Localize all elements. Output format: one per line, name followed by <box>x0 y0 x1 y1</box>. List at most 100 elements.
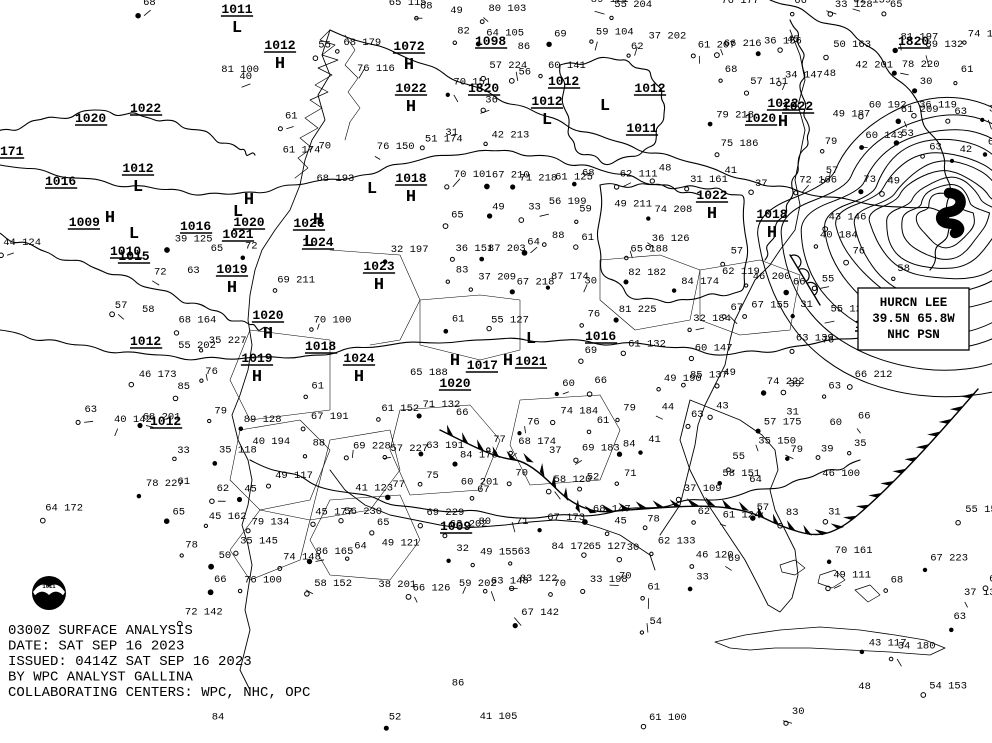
svg-text:1012: 1012 <box>264 38 295 53</box>
svg-text:75: 75 <box>426 470 439 482</box>
svg-text:45: 45 <box>614 516 627 528</box>
svg-text:68: 68 <box>143 0 156 9</box>
svg-text:37: 37 <box>549 445 562 457</box>
svg-text:H: H <box>503 352 513 371</box>
svg-text:88: 88 <box>552 230 565 242</box>
svg-text:33: 33 <box>177 445 190 457</box>
svg-text:67 191: 67 191 <box>311 411 349 423</box>
svg-text:84 172: 84 172 <box>552 541 590 553</box>
svg-text:82: 82 <box>457 26 470 38</box>
svg-text:49: 49 <box>888 176 901 188</box>
svg-text:35 118: 35 118 <box>219 445 257 457</box>
svg-text:H: H <box>263 325 273 344</box>
svg-text:84: 84 <box>212 712 225 724</box>
svg-text:52: 52 <box>389 712 402 724</box>
svg-text:72: 72 <box>154 267 167 279</box>
svg-text:82 182: 82 182 <box>628 267 666 279</box>
svg-text:72 142: 72 142 <box>185 606 223 618</box>
svg-text:87 174: 87 174 <box>551 271 589 283</box>
svg-text:78: 78 <box>185 539 198 551</box>
svg-text:78: 78 <box>647 513 660 525</box>
svg-text:H: H <box>275 55 285 74</box>
svg-text:32: 32 <box>456 543 469 555</box>
svg-text:77: 77 <box>493 434 506 446</box>
svg-text:79: 79 <box>791 444 804 456</box>
svg-text:37 209: 37 209 <box>478 271 516 283</box>
svg-text:41: 41 <box>725 165 738 177</box>
svg-text:H: H <box>404 56 414 75</box>
svg-text:63: 63 <box>954 611 967 623</box>
svg-text:1020: 1020 <box>745 111 776 126</box>
svg-text:44: 44 <box>662 402 675 414</box>
svg-text:39.5N 65.8W: 39.5N 65.8W <box>872 312 955 326</box>
svg-text:83 122: 83 122 <box>520 573 558 585</box>
svg-text:1020: 1020 <box>252 308 283 323</box>
svg-text:65: 65 <box>377 517 390 529</box>
svg-text:1012: 1012 <box>548 74 579 89</box>
svg-text:61: 61 <box>647 581 660 593</box>
svg-text:63: 63 <box>929 142 942 154</box>
svg-text:42 159: 42 159 <box>853 0 891 7</box>
svg-text:60: 60 <box>830 417 843 429</box>
svg-text:68 179: 68 179 <box>343 37 381 49</box>
svg-text:85: 85 <box>178 381 191 393</box>
svg-text:49 187: 49 187 <box>833 108 871 120</box>
svg-text:H: H <box>227 279 237 298</box>
svg-text:67 173: 67 173 <box>547 512 585 524</box>
svg-text:69 229: 69 229 <box>427 507 465 519</box>
svg-text:39: 39 <box>821 443 834 455</box>
svg-text:61: 61 <box>311 380 324 392</box>
svg-text:31: 31 <box>445 127 458 139</box>
svg-text:67 223: 67 223 <box>930 552 968 564</box>
svg-text:62 133: 62 133 <box>658 536 696 548</box>
svg-text:57: 57 <box>115 300 128 312</box>
svg-text:69: 69 <box>554 29 567 41</box>
svg-text:1012: 1012 <box>531 94 562 109</box>
svg-text:60 147: 60 147 <box>695 343 733 355</box>
svg-text:H: H <box>105 209 115 228</box>
svg-text:1011: 1011 <box>42 583 56 590</box>
svg-text:L: L <box>304 233 314 252</box>
svg-text:36: 36 <box>485 95 498 107</box>
svg-text:1009: 1009 <box>440 519 471 534</box>
svg-text:66 212: 66 212 <box>855 369 893 381</box>
svg-text:68: 68 <box>582 168 595 180</box>
svg-text:40: 40 <box>239 71 252 83</box>
svg-text:70: 70 <box>319 141 332 153</box>
svg-text:NHC PSN: NHC PSN <box>887 328 940 342</box>
svg-text:L: L <box>129 225 139 244</box>
svg-text:76 150: 76 150 <box>377 141 415 153</box>
svg-text:86 165: 86 165 <box>316 546 354 558</box>
svg-text:76: 76 <box>205 366 218 378</box>
svg-text:48: 48 <box>858 681 871 693</box>
svg-text:31: 31 <box>828 507 841 519</box>
svg-text:71: 71 <box>624 468 637 480</box>
svg-text:42 213: 42 213 <box>492 129 530 141</box>
svg-text:1019: 1019 <box>241 351 272 366</box>
svg-text:H: H <box>406 98 416 117</box>
svg-text:79 134: 79 134 <box>252 517 290 529</box>
svg-text:66 126: 66 126 <box>413 583 451 595</box>
svg-text:79: 79 <box>214 406 227 418</box>
svg-text:1022: 1022 <box>130 101 161 116</box>
svg-text:1022: 1022 <box>395 81 426 96</box>
svg-text:66: 66 <box>594 375 607 387</box>
svg-text:1016: 1016 <box>45 174 76 189</box>
svg-text:1015: 1015 <box>118 249 149 264</box>
svg-text:H: H <box>778 113 788 132</box>
svg-text:60: 60 <box>562 378 575 390</box>
svg-text:83: 83 <box>456 265 469 277</box>
svg-text:61: 61 <box>452 313 465 325</box>
svg-text:1023: 1023 <box>363 259 394 274</box>
svg-text:1012: 1012 <box>130 334 161 349</box>
svg-text:H: H <box>354 368 364 387</box>
svg-text:68: 68 <box>725 64 738 76</box>
svg-text:62: 62 <box>698 506 711 518</box>
svg-text:65: 65 <box>890 0 903 11</box>
svg-text:36 126: 36 126 <box>652 233 690 245</box>
svg-text:63 191: 63 191 <box>426 440 464 452</box>
svg-text:61: 61 <box>177 476 190 488</box>
svg-text:83: 83 <box>786 507 799 519</box>
svg-text:31: 31 <box>786 407 799 419</box>
svg-text:1012: 1012 <box>150 414 181 429</box>
